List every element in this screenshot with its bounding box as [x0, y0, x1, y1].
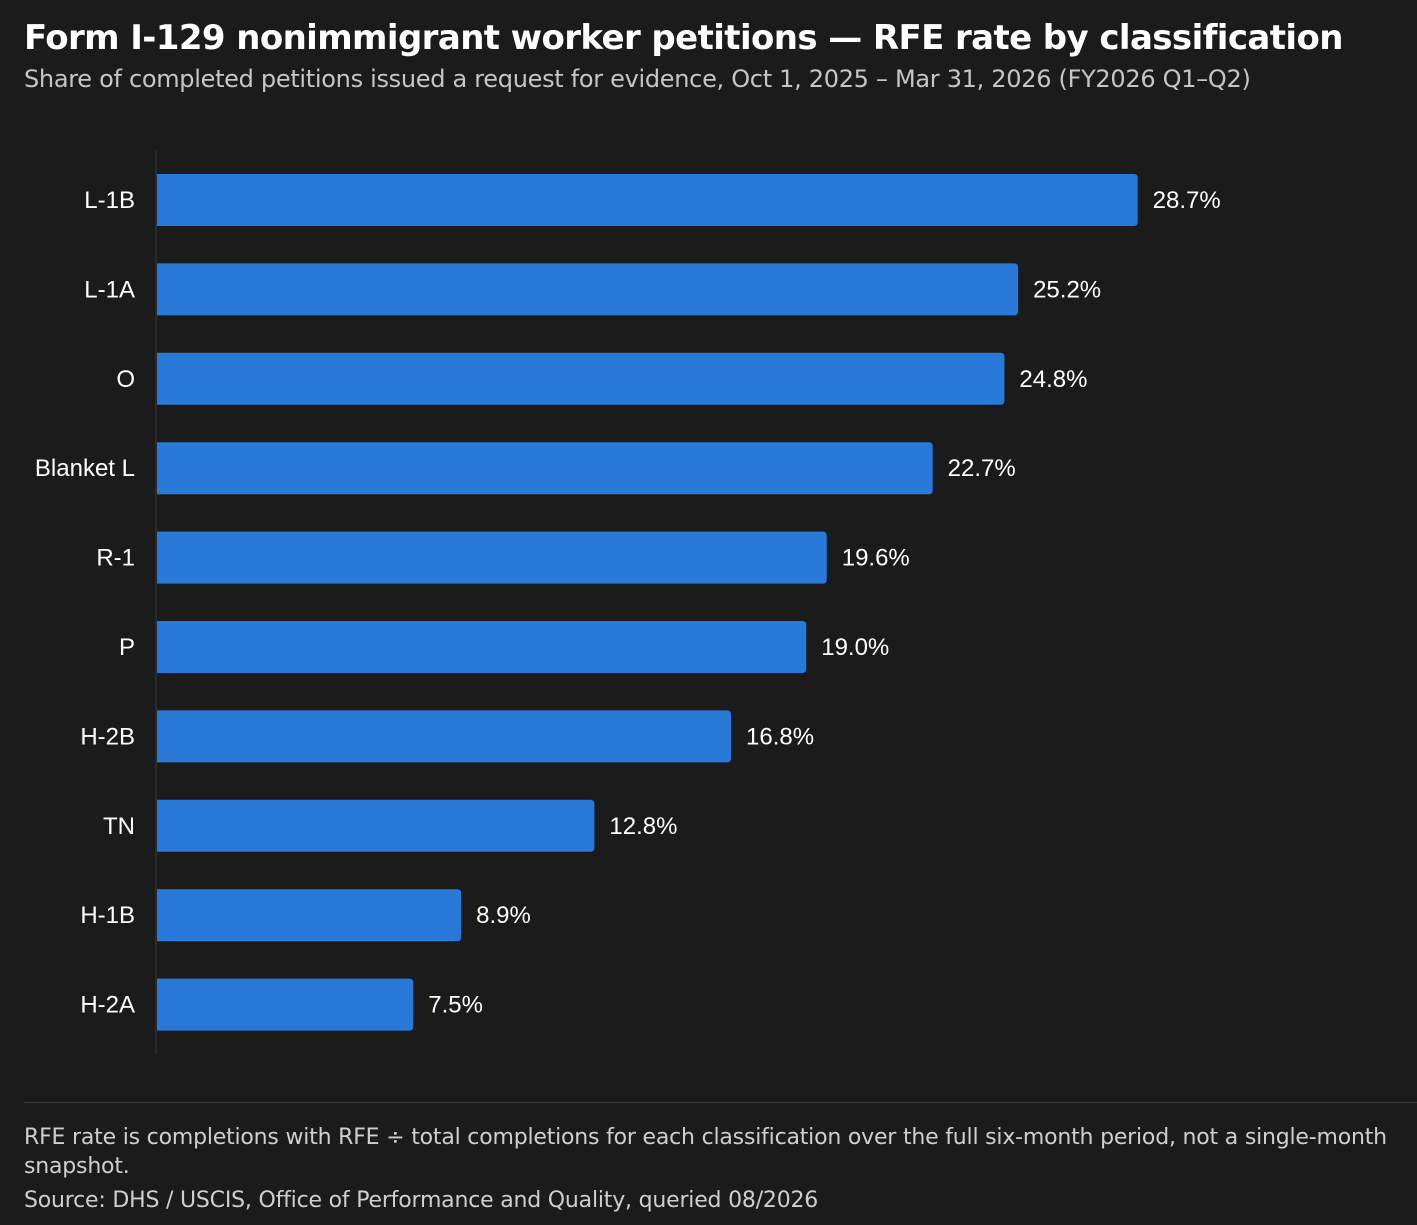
category-label-o: O: [116, 366, 135, 393]
chart-subtitle: Share of completed petitions issued a re…: [24, 65, 1251, 93]
bar-h-2b: [157, 710, 732, 763]
bar-p: [157, 621, 807, 673]
category-label-l-1a: L-1A: [84, 276, 135, 303]
bar-h-1b: [157, 889, 462, 942]
value-label-h-2a: 7.5%: [428, 992, 483, 1019]
category-label-blanket-l: Blanket L: [35, 455, 135, 482]
chart-title: Form I-129 nonimmigrant worker petitions…: [24, 18, 1343, 58]
bar-chart: L-1B 28.7% L-1A 25.2% O 24.8% Blanket L 22.7% R-…: [35, 150, 1221, 1055]
value-label-p: 19.0%: [821, 634, 889, 661]
category-label-tn: TN: [103, 813, 135, 840]
methodology-note: RFE rate is completions with RFE ÷ total…: [24, 1125, 1387, 1179]
bar-blanket-l: [157, 442, 933, 495]
bar-l-1b: [157, 174, 1138, 226]
category-label-h-1b: H-1B: [80, 902, 135, 929]
value-label-blanket-l: 22.7%: [948, 455, 1016, 482]
bar-r-1: [157, 531, 827, 584]
bars-group: L-1B 28.7% L-1A 25.2% O 24.8% Blanket L 22.7% R-…: [35, 174, 1221, 1031]
value-label-h-1b: 8.9%: [476, 902, 531, 929]
value-label-l-1b: 28.7%: [1153, 187, 1221, 214]
bar-o: [157, 352, 1005, 405]
bar-h-2a: [157, 978, 414, 1031]
bar-l-1a: [157, 263, 1019, 316]
value-label-o: 24.8%: [1019, 366, 1087, 393]
category-label-l-1b: L-1B: [84, 187, 135, 214]
category-label-h-2a: H-2A: [80, 992, 135, 1019]
value-label-r-1: 19.6%: [842, 545, 910, 572]
value-label-tn: 12.8%: [609, 813, 677, 840]
category-label-p: P: [119, 634, 135, 661]
value-label-l-1a: 25.2%: [1033, 276, 1101, 303]
value-label-h-2b: 16.8%: [746, 723, 814, 750]
source-note: Source: DHS / USCIS, Office of Performan…: [24, 1188, 819, 1213]
footer-divider: [24, 1102, 1417, 1103]
bar-tn: [157, 799, 595, 852]
category-label-r-1: R-1: [96, 545, 135, 572]
category-label-h-2b: H-2B: [80, 723, 135, 750]
